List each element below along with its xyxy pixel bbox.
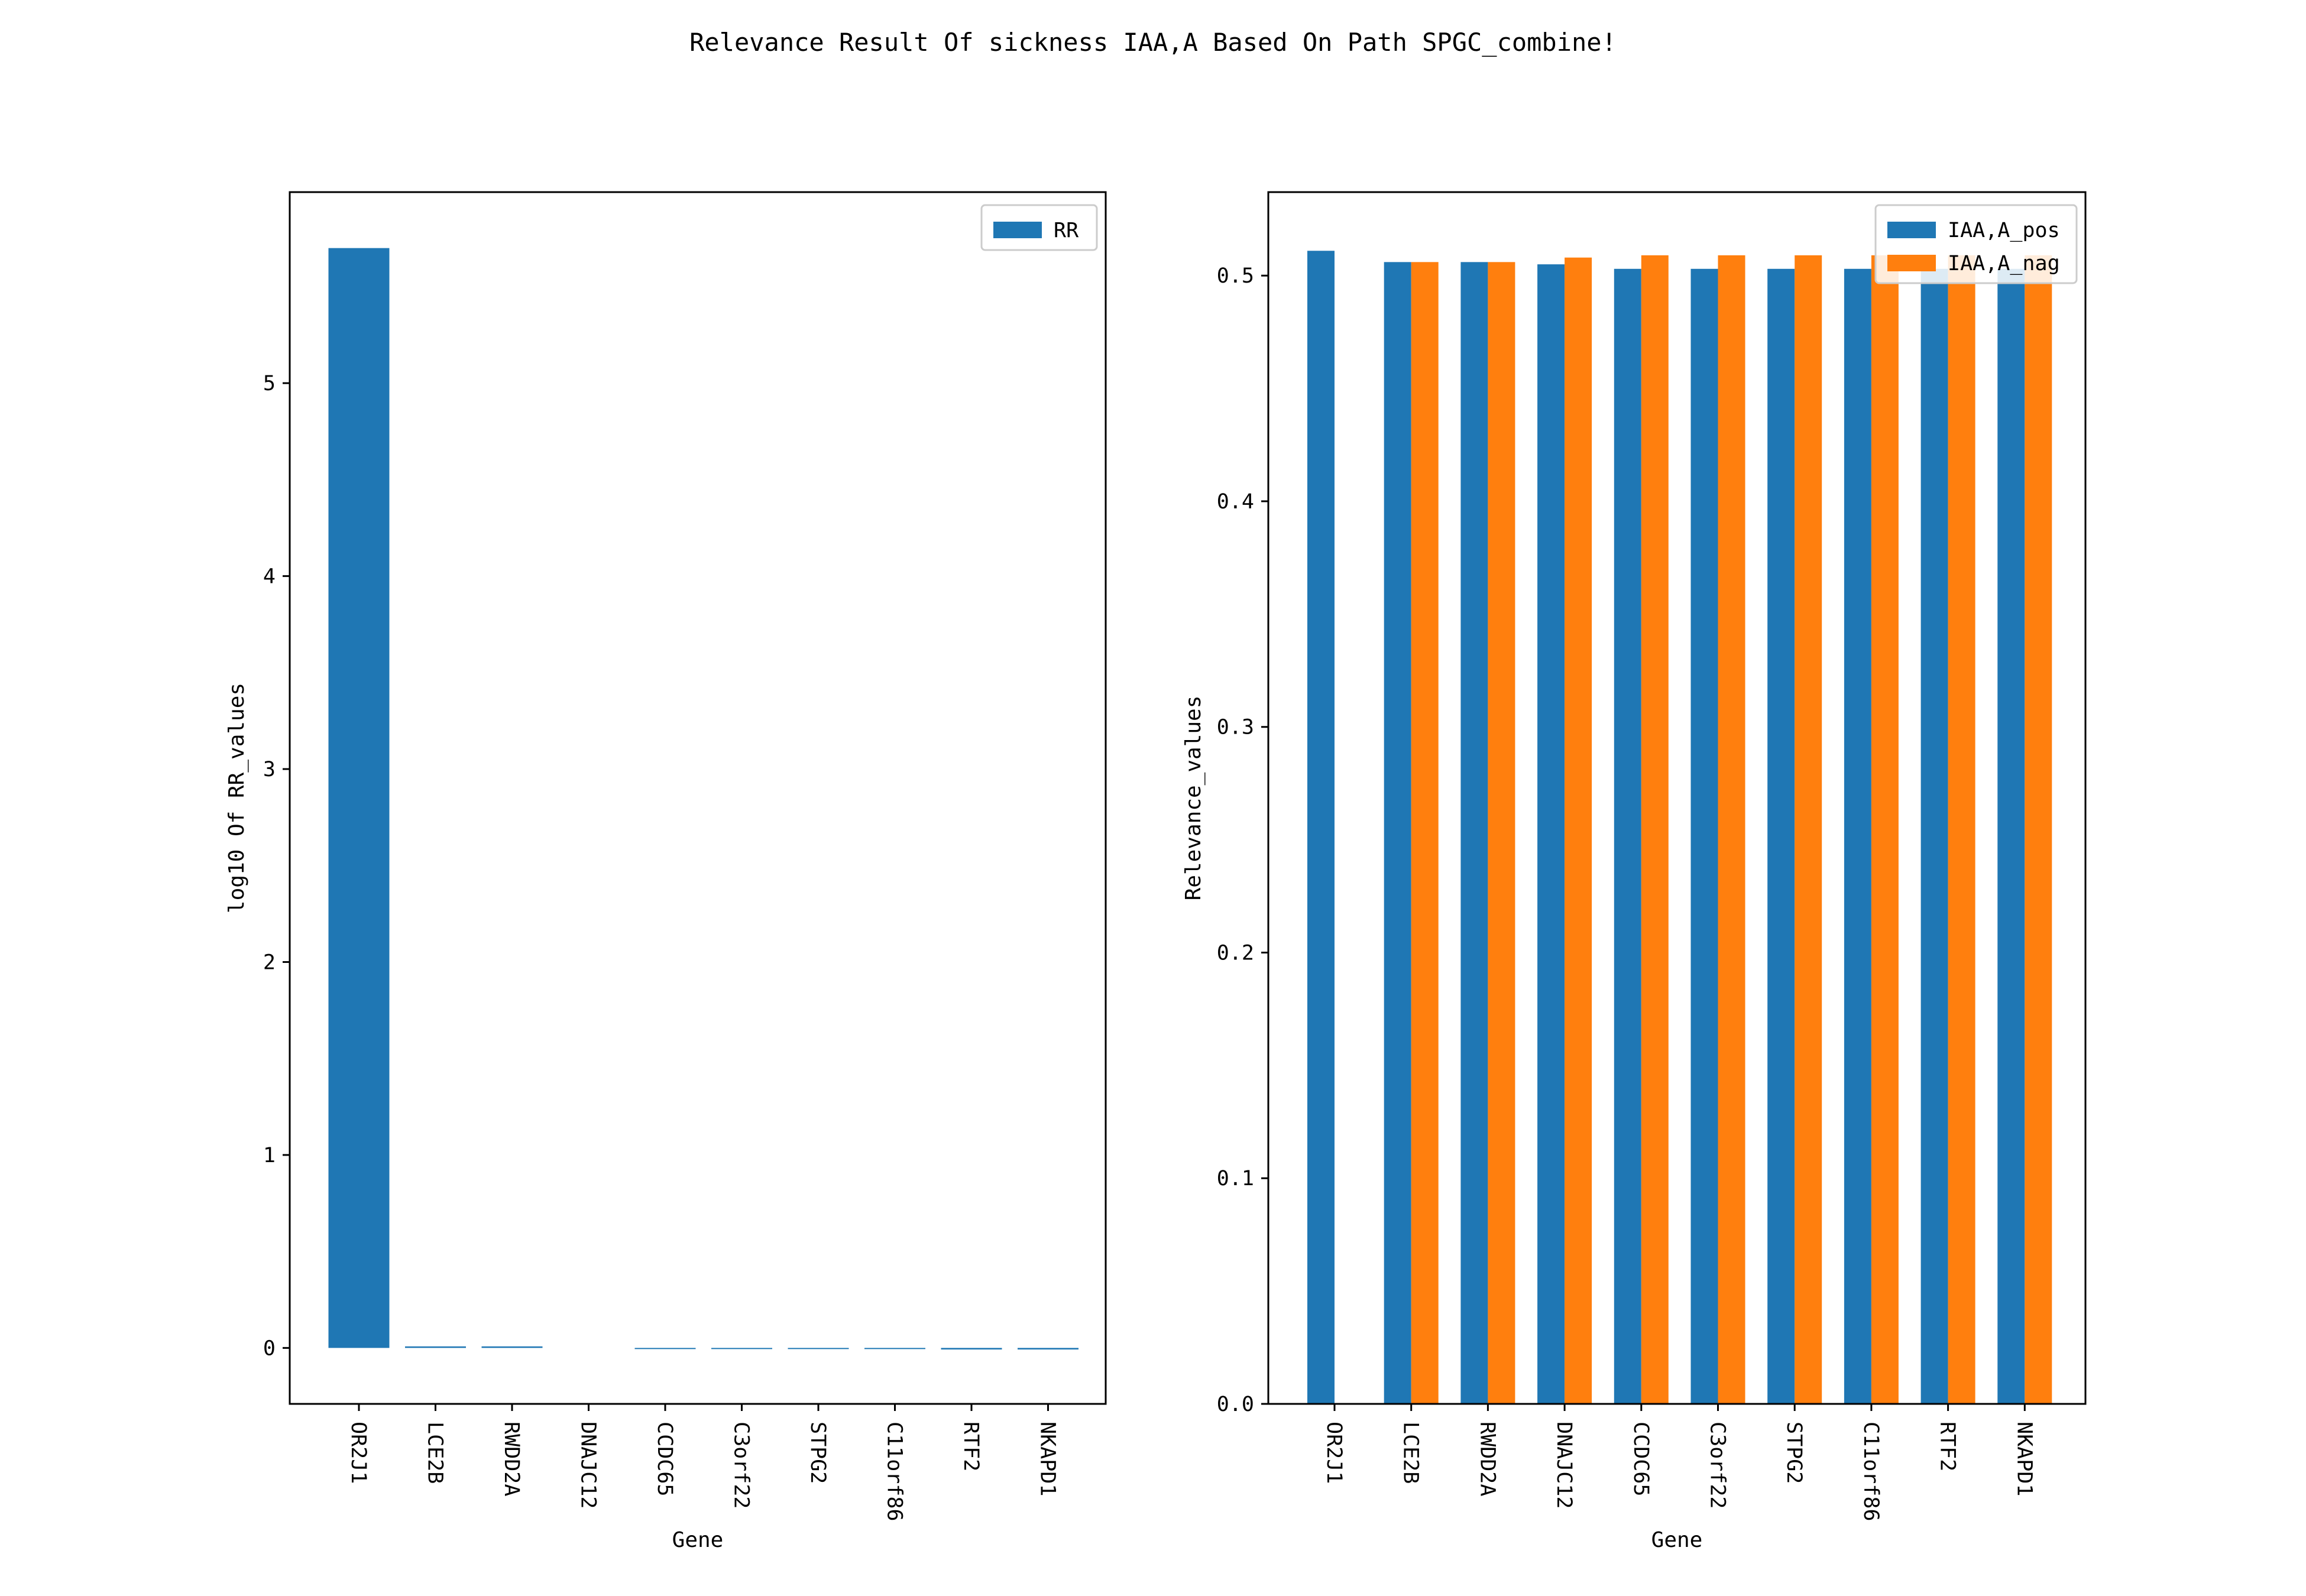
x-tick-label-rwdd2a: RWDD2A	[1475, 1422, 1499, 1496]
rr-x-axis-label: Gene	[672, 1528, 724, 1552]
x-tick-label-ccdc65: CCDC65	[653, 1422, 676, 1496]
x-tick-label-or2j1: OR2J1	[1322, 1422, 1346, 1484]
bar-rr-or2j1	[328, 248, 390, 1348]
x-tick-label-lce2b: LCE2B	[1399, 1422, 1423, 1484]
y-tick-label: 2	[263, 951, 276, 974]
bar-iaa-a-pos-stpg2	[1767, 268, 1795, 1404]
y-tick-label: 4	[263, 565, 276, 589]
rr-legend: RR	[980, 204, 1098, 251]
y-tick-label: 1	[263, 1144, 276, 1167]
x-tick-label-rtf2: RTF2	[959, 1422, 983, 1471]
x-tick-label-rwdd2a: RWDD2A	[500, 1422, 523, 1496]
rr-y-axis-label: log10 Of RR_values	[225, 683, 249, 913]
bar-iaa-a-nag-c3orf22	[1718, 255, 1745, 1404]
legend-label-iaa-a-pos: IAA,A_pos	[1948, 219, 2060, 242]
rr-plot-frame	[289, 191, 1107, 1405]
x-tick-label-rtf2: RTF2	[1936, 1422, 1960, 1471]
y-tick-label: 0.1	[1217, 1167, 1254, 1190]
bar-iaa-a-nag-rwdd2a	[1488, 262, 1515, 1404]
y-tick-label: 0.2	[1217, 941, 1254, 965]
y-tick-label: 0.0	[1217, 1393, 1254, 1416]
relevance-plot-frame	[1267, 191, 2087, 1405]
rr-x-axis: OR2J1 LCE2B RWDD2A DNAJC12 CCDC65 C3orf22 STPG…	[346, 1404, 1060, 1522]
y-tick-label: 3	[263, 758, 276, 781]
y-tick-label: 0	[263, 1337, 276, 1360]
figure-title: Relevance Result Of sickness IAA,A Based…	[689, 28, 1617, 57]
bar-rr-ccdc65	[634, 1348, 696, 1350]
y-tick-label: 0.3	[1217, 716, 1254, 739]
bar-rr-c3orf22	[711, 1348, 772, 1350]
relevance-bars	[1307, 251, 2052, 1404]
bar-iaa-a-nag-ccdc65	[1641, 255, 1669, 1404]
bar-iaa-a-nag-c11orf86	[1871, 255, 1899, 1404]
x-tick-label-lce2b: LCE2B	[423, 1422, 447, 1484]
bar-iaa-a-nag-lce2b	[1411, 262, 1439, 1404]
bar-iaa-a-pos-rtf2	[1920, 268, 1948, 1404]
x-tick-label-c3orf22: C3orf22	[730, 1422, 753, 1509]
bar-rr-c11orf86	[864, 1348, 925, 1350]
relevance-y-axis-label: Relevance_values	[1181, 696, 1206, 901]
relevance-x-axis: OR2J1 LCE2B RWDD2A DNAJC12 CCDC65 C3orf22 STPG…	[1322, 1404, 2036, 1522]
bar-iaa-a-pos-c3orf22	[1690, 268, 1718, 1404]
legend-swatch-iaa-a-pos	[1887, 222, 1936, 238]
legend-swatch-iaa-a-nag	[1887, 255, 1936, 271]
bar-iaa-a-nag-dnajc12	[1565, 257, 1592, 1404]
relevance-y-axis: 0.0 0.1 0.2 0.3 0.4 0.5	[1217, 264, 1268, 1416]
x-tick-label-c11orf86: C11orf86	[883, 1422, 906, 1522]
x-tick-label-nkapd1: NKAPD1	[2012, 1422, 2036, 1496]
bar-iaa-a-pos-ccdc65	[1614, 268, 1641, 1404]
x-tick-label-dnajc12: DNAJC12	[1552, 1422, 1576, 1509]
relevance-chart: 0.0 0.1 0.2 0.3 0.4 0.5 OR2J1 LCE2B RWDD2A DNAJC…	[1181, 191, 2087, 1552]
bar-iaa-a-nag-rtf2	[1948, 255, 1975, 1404]
x-tick-label-c3orf22: C3orf22	[1706, 1422, 1730, 1509]
y-tick-label: 5	[263, 372, 276, 395]
y-tick-label: 0.5	[1217, 264, 1254, 288]
bar-rr-rtf2	[941, 1348, 1002, 1350]
relevance-legend: IAA,A_pos IAA,A_nag	[1874, 204, 2078, 284]
bar-rr-rwdd2a	[481, 1346, 543, 1348]
x-tick-label-ccdc65: CCDC65	[1629, 1422, 1653, 1496]
bar-rr-lce2b	[405, 1346, 466, 1348]
x-tick-label-dnajc12: DNAJC12	[576, 1422, 600, 1509]
x-tick-label-stpg2: STPG2	[806, 1422, 830, 1484]
x-tick-label-c11orf86: C11orf86	[1859, 1422, 1883, 1522]
x-tick-label-stpg2: STPG2	[1782, 1422, 1806, 1484]
bar-iaa-a-pos-dnajc12	[1537, 264, 1565, 1404]
y-tick-label: 0.4	[1217, 490, 1254, 514]
legend-label-rr: RR	[1054, 219, 1079, 242]
bar-rr-stpg2	[788, 1348, 849, 1350]
rr-bars	[328, 248, 1078, 1350]
rr-y-axis: 0 1 2 3 4 5	[263, 372, 290, 1360]
x-tick-label-nkapd1: NKAPD1	[1036, 1422, 1060, 1496]
relevance-x-axis-label: Gene	[1651, 1528, 1703, 1552]
bar-iaa-a-pos-c11orf86	[1844, 268, 1871, 1404]
bar-iaa-a-pos-lce2b	[1384, 262, 1411, 1404]
bar-rr-nkapd1	[1018, 1348, 1078, 1350]
bar-iaa-a-pos-or2j1	[1307, 251, 1335, 1404]
bar-iaa-a-nag-nkapd1	[2025, 255, 2052, 1404]
bar-iaa-a-pos-nkapd1	[1997, 268, 2025, 1404]
rr-chart: 0 1 2 3 4 5 OR2J1 LCE2B RWDD2A DNAJC12 CCDC65 C3or…	[225, 191, 1107, 1552]
legend-label-iaa-a-nag: IAA,A_nag	[1948, 252, 2060, 275]
bar-iaa-a-nag-stpg2	[1795, 255, 1822, 1404]
x-tick-label-or2j1: OR2J1	[346, 1422, 370, 1484]
bar-iaa-a-pos-rwdd2a	[1460, 262, 1488, 1404]
legend-swatch-rr	[993, 222, 1042, 238]
